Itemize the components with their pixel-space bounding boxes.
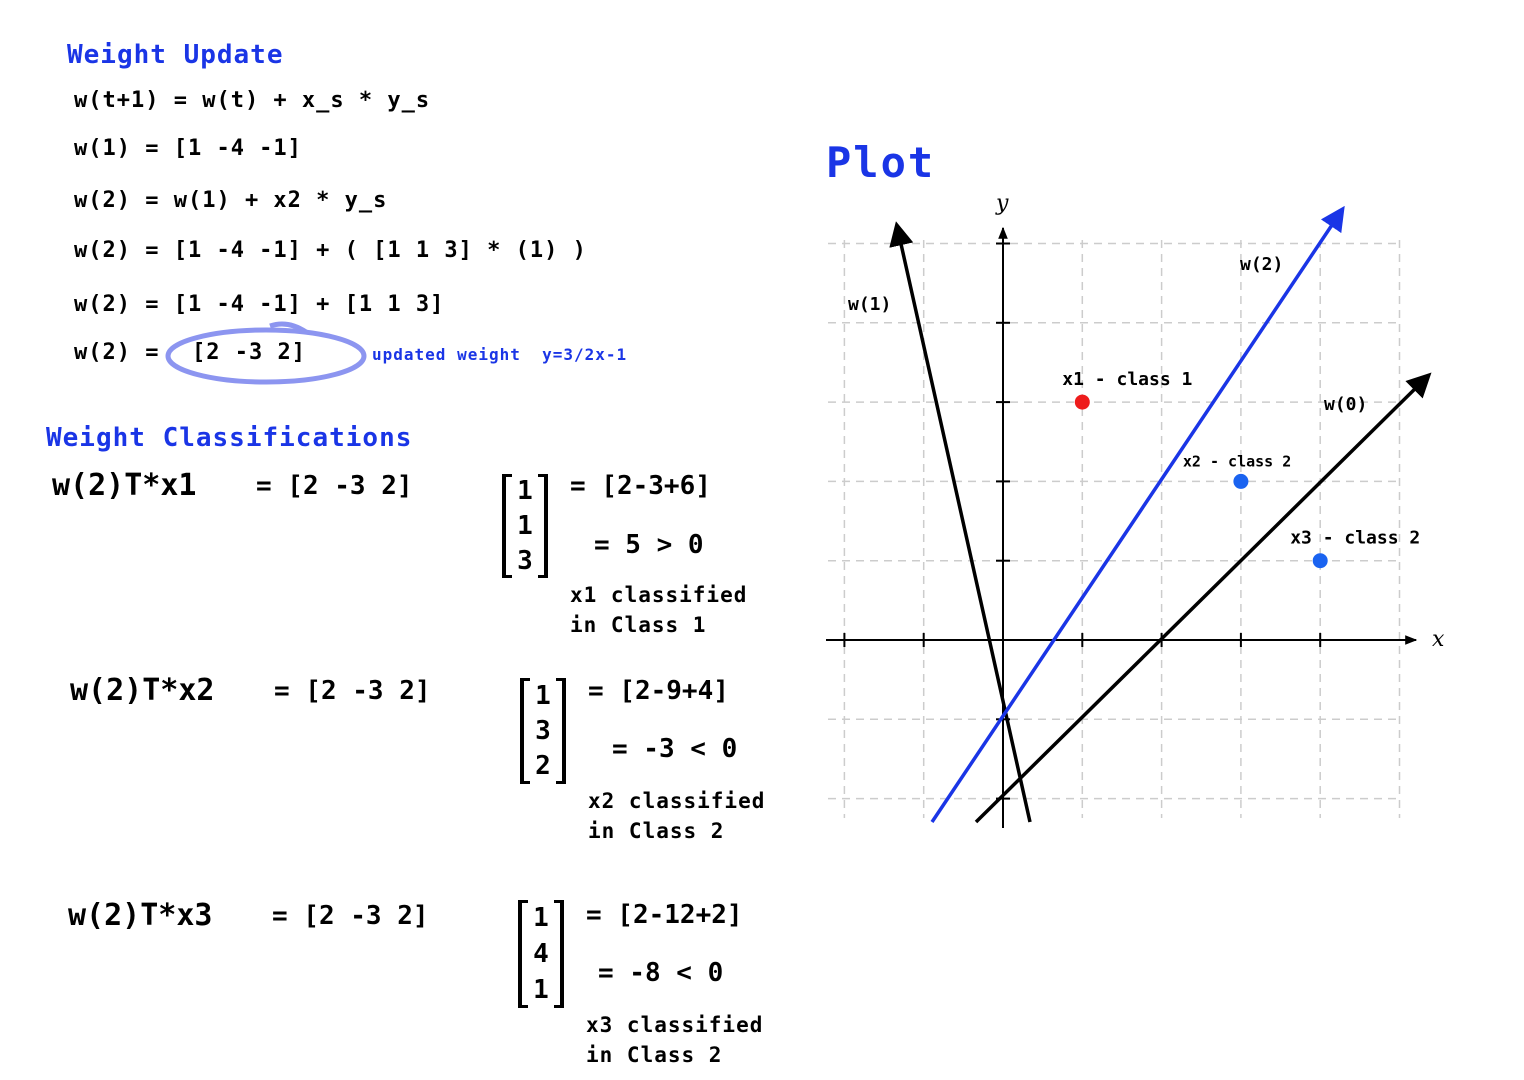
- weight-update-title: Weight Update: [67, 40, 284, 70]
- w2-vector-label: w(2): [1240, 254, 1283, 275]
- highlight-circle: [165, 321, 367, 385]
- classification-3-verdict-line-2: in Class 2: [586, 1043, 723, 1067]
- plot-title: Plot: [826, 138, 936, 187]
- update-rule: w(t+1) = w(t) + x_s * y_s: [74, 88, 431, 113]
- update-result: [2 -3 2]: [192, 340, 306, 365]
- classification-1-verdict-line-1: x1 classified: [570, 583, 748, 607]
- classification-3-lhs: w(2)T*x3: [68, 898, 213, 933]
- plot-axes: xy: [826, 191, 1445, 828]
- classification-3-result: = -8 < 0: [598, 958, 724, 988]
- w0-vector: [974, 372, 1432, 824]
- data-point-label: x2 - class 2: [1183, 452, 1291, 470]
- classification-1-vector: 1 1 3: [502, 474, 548, 578]
- classification-2-rhs: = [2 -3 2]: [274, 676, 431, 706]
- weight-classifications-title: Weight Classifications: [46, 423, 413, 453]
- vector-entry: 1: [533, 903, 549, 933]
- w0-vector-label: w(0): [1324, 394, 1367, 415]
- vector-entry: 3: [517, 545, 533, 576]
- vector-entry: 1: [533, 975, 549, 1005]
- plot-grid: [828, 240, 1402, 818]
- data-point: [1074, 394, 1090, 410]
- vector-entry: 4: [533, 939, 549, 969]
- update-line-5-prefix: w(2) =: [74, 340, 160, 365]
- classification-2-expand: = [2-9+4]: [588, 676, 729, 706]
- w1-vector: [889, 221, 1032, 823]
- y-axis-label: y: [995, 191, 1009, 216]
- w2-vector: [930, 205, 1345, 823]
- vector-entry: 1: [517, 510, 533, 541]
- classification-2-result: = -3 < 0: [612, 734, 738, 764]
- classification-2-verdict-line-1: x2 classified: [588, 789, 766, 813]
- classification-2-lhs: w(2)T*x2: [70, 673, 215, 708]
- classification-2-vector: 1 3 2: [520, 678, 566, 784]
- classification-3-verdict-line-1: x3 classified: [586, 1013, 764, 1037]
- classification-3-rhs: = [2 -3 2]: [272, 901, 429, 931]
- data-point: [1233, 473, 1249, 489]
- classification-1-expand: = [2-3+6]: [570, 471, 711, 501]
- classification-1-lhs: w(2)T*x1: [52, 468, 197, 503]
- classification-1-verdict-line-2: in Class 1: [570, 613, 707, 637]
- data-point-label: x3 - class 2: [1290, 528, 1420, 549]
- data-point: [1312, 553, 1328, 569]
- classification-1-result: = 5 > 0: [594, 530, 704, 560]
- updated-weight-note: updated weight y=3/2x-1: [372, 345, 628, 364]
- classification-3-expand: = [2-12+2]: [586, 900, 743, 930]
- update-line-3: w(2) = [1 -4 -1] + ( [1 1 3] * (1) ): [74, 238, 587, 263]
- w1-vector-label: w(1): [848, 294, 891, 315]
- update-line-1: w(1) = [1 -4 -1]: [74, 136, 302, 161]
- classification-2-verdict-line-2: in Class 2: [588, 819, 725, 843]
- vector-entry: 1: [535, 680, 551, 711]
- vector-entry: 3: [535, 715, 551, 746]
- data-point-label: x1 - class 1: [1062, 369, 1192, 390]
- vector-entry: 2: [535, 751, 551, 782]
- vector-entry: 1: [517, 476, 533, 507]
- update-line-4: w(2) = [1 -4 -1] + [1 1 3]: [74, 292, 445, 317]
- update-line-2: w(2) = w(1) + x2 * y_s: [74, 188, 388, 213]
- classification-3-vector: 1 4 1: [518, 900, 564, 1008]
- x-axis-label: x: [1432, 627, 1445, 652]
- classification-1-rhs: = [2 -3 2]: [256, 471, 413, 501]
